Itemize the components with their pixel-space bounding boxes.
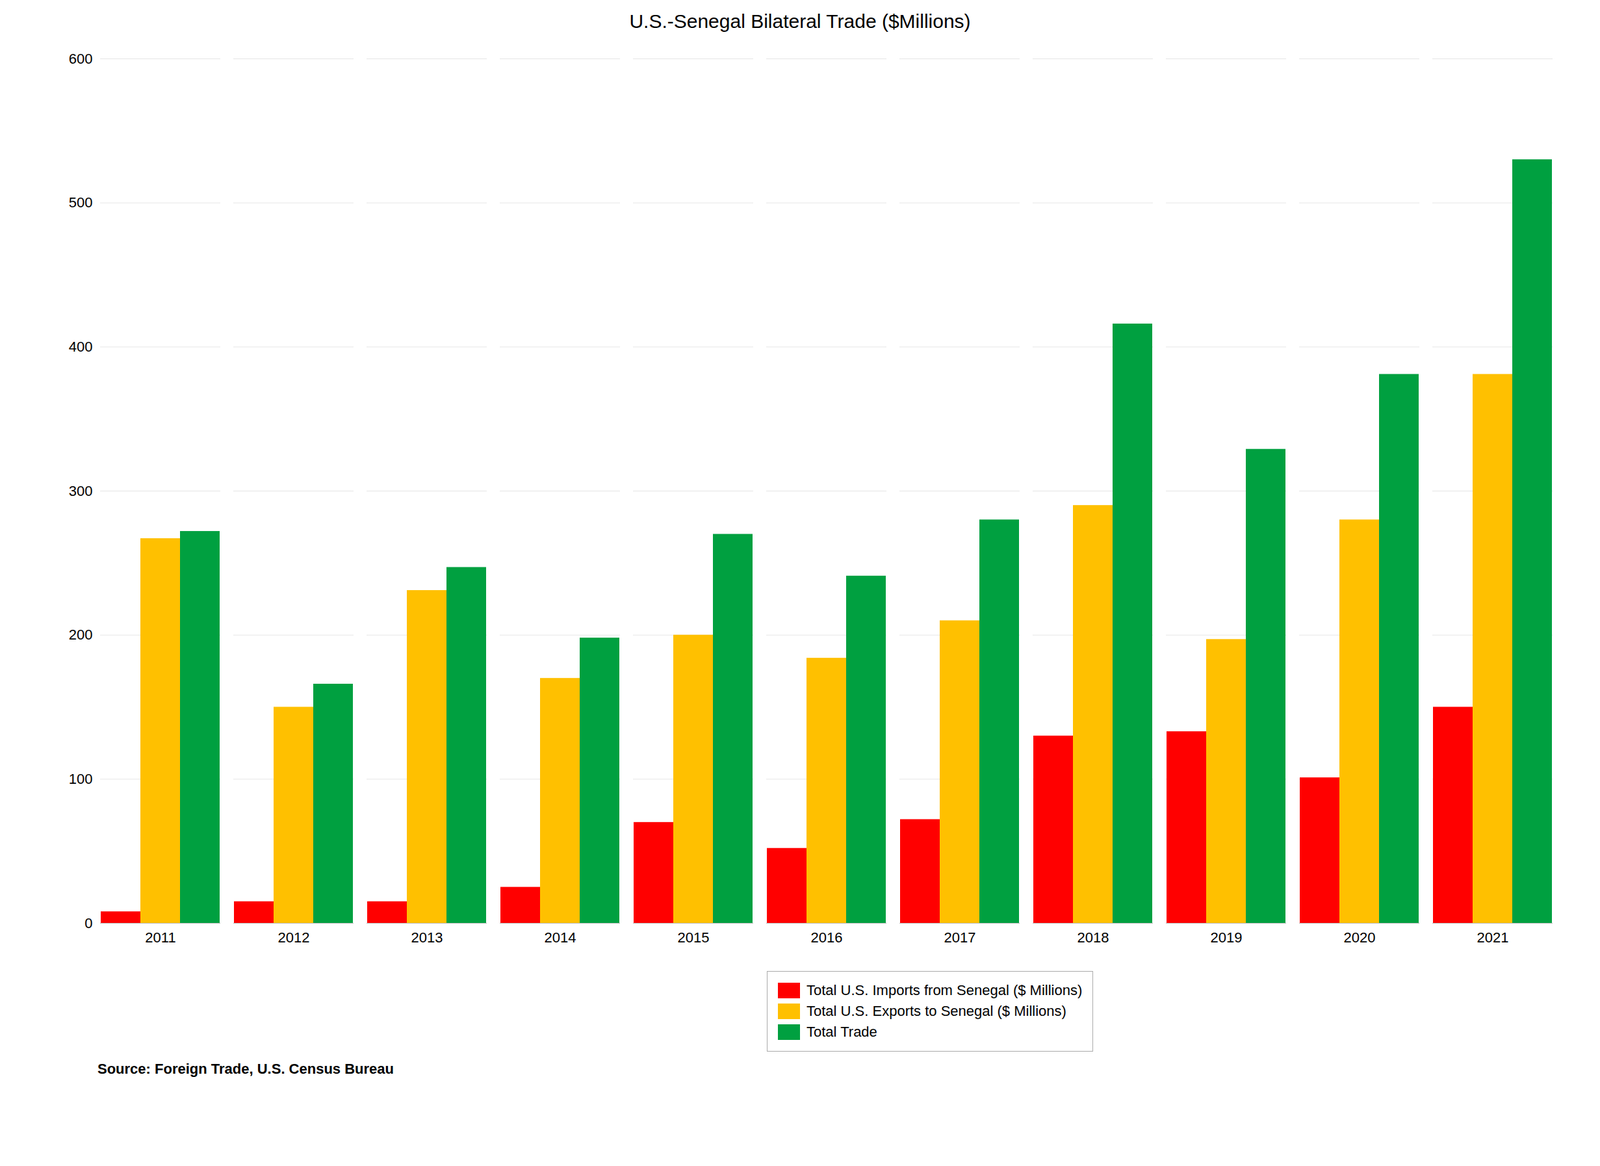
- svg-text:2020: 2020: [1343, 929, 1376, 946]
- html-text:Total Trade: Total Trade: [806, 1023, 878, 1040]
- svg-text:600: 600: [68, 50, 93, 67]
- svg-text:100: 100: [68, 770, 93, 788]
- html-text:U.S.-Senegal Bilateral Trade (: U.S.-Senegal Bilateral Trade ($Millions): [629, 10, 971, 32]
- svg-text:2013: 2013: [411, 929, 444, 946]
- svg-text:2011: 2011: [144, 929, 176, 946]
- svg-text:400: 400: [68, 338, 93, 355]
- svg-text:2016: 2016: [811, 929, 843, 946]
- svg-text:2014: 2014: [544, 929, 577, 946]
- svg-text:2021: 2021: [1477, 929, 1510, 946]
- svg-text:2018: 2018: [1077, 929, 1110, 946]
- svg-text:2012: 2012: [278, 929, 310, 946]
- svg-text:2017: 2017: [944, 929, 977, 946]
- svg-text:2015: 2015: [677, 929, 710, 946]
- html-text:Total U.S. Exports to Senegal: Total U.S. Exports to Senegal ($ Million…: [806, 1002, 1067, 1020]
- svg-text:2019: 2019: [1210, 929, 1243, 946]
- html-text:Total U.S. Imports from Senega: Total U.S. Imports from Senegal ($ Milli…: [806, 981, 1083, 999]
- svg-text:200: 200: [68, 626, 93, 643]
- html-text:Source: Foreign Trade, U.S. Ce: Source: Foreign Trade, U.S. Census Burea…: [97, 1060, 394, 1077]
- svg-text:300: 300: [68, 482, 93, 500]
- svg-text:500: 500: [68, 194, 93, 211]
- svg-text:0: 0: [84, 915, 93, 932]
